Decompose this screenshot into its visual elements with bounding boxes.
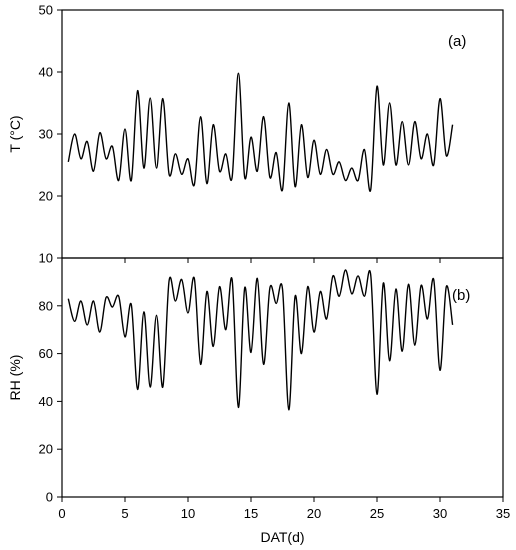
panel-b-y-axis: 0 20 40 60 80 <box>39 298 62 505</box>
panel-a-y-axis: 10 20 30 40 50 <box>39 3 62 266</box>
y-tick-label: 10 <box>39 251 53 266</box>
panel-a-temperature: 10 20 30 40 50 T (°C) (a) <box>7 3 504 266</box>
y-tick-label: 40 <box>39 394 53 409</box>
panel-a-temperature-series <box>67 72 454 192</box>
x-tick-label: 20 <box>307 506 321 521</box>
panel-b-x-axis: 0 5 10 15 20 25 30 35 <box>58 497 510 521</box>
x-tick-label: 5 <box>121 506 128 521</box>
y-tick-label: 60 <box>39 346 53 361</box>
panel-a-y-axis-title: T (°C) <box>7 115 23 152</box>
x-tick-label: 25 <box>370 506 384 521</box>
x-tick-label: 15 <box>244 506 258 521</box>
panel-b-plot-frame <box>61 257 504 498</box>
x-tick-label: 30 <box>433 506 447 521</box>
y-tick-label: 30 <box>39 127 53 142</box>
panel-a-x-axis <box>61 258 504 263</box>
x-tick-label: 35 <box>496 506 510 521</box>
y-tick-label: 0 <box>46 490 53 505</box>
panel-b-x-axis-title: DAT(d) <box>260 529 304 545</box>
y-tick-label: 40 <box>39 65 53 80</box>
y-tick-label: 20 <box>39 189 53 204</box>
panel-b-y-axis-title: RH (%) <box>7 355 23 401</box>
y-tick-label: 20 <box>39 442 53 457</box>
panel-a-label: (a) <box>448 33 466 50</box>
panel-b-relative-humidity: 0 20 40 60 80 0 5 10 15 20 25 30 35 RH (%) (b) DAT(… <box>7 257 510 545</box>
x-tick-label: 0 <box>58 506 65 521</box>
panel-b-humidity-series <box>67 269 454 411</box>
x-tick-label: 10 <box>181 506 195 521</box>
y-tick-label: 50 <box>39 3 53 18</box>
y-tick-label: 80 <box>39 298 53 313</box>
panel-b-label: (b) <box>452 287 470 304</box>
